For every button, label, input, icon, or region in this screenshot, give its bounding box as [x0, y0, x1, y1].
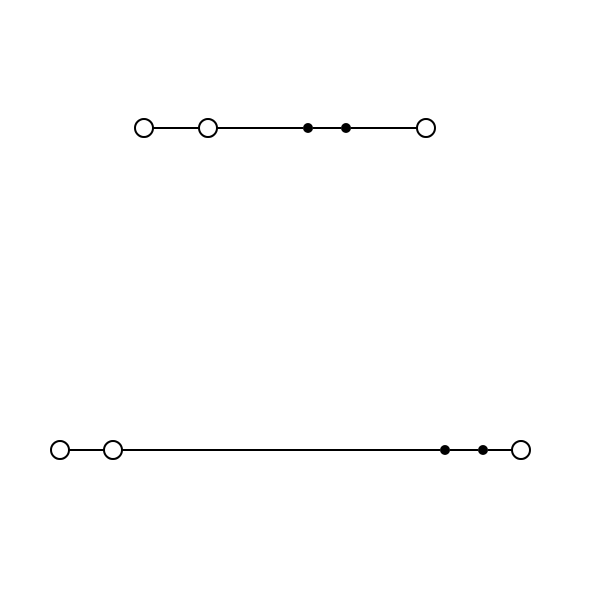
- row-0: [135, 119, 435, 137]
- filled-node-icon: [478, 445, 488, 455]
- open-node-icon: [104, 441, 122, 459]
- filled-node-icon: [303, 123, 313, 133]
- open-node-icon: [512, 441, 530, 459]
- filled-node-icon: [341, 123, 351, 133]
- open-node-icon: [135, 119, 153, 137]
- row-1: [51, 441, 530, 459]
- schematic-diagram: [0, 0, 600, 600]
- filled-node-icon: [440, 445, 450, 455]
- open-node-icon: [51, 441, 69, 459]
- open-node-icon: [417, 119, 435, 137]
- open-node-icon: [199, 119, 217, 137]
